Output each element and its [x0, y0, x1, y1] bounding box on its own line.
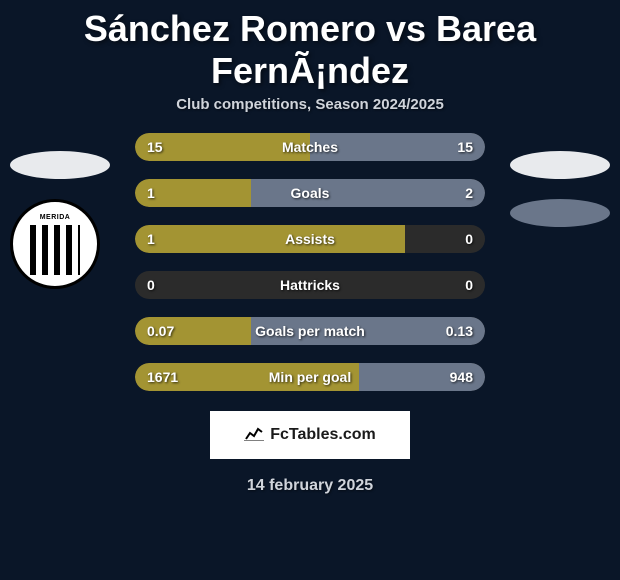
- stat-bar: 1515Matches: [135, 133, 485, 161]
- page-title: Sánchez Romero vs Barea FernÃ¡ndez: [0, 0, 620, 96]
- stat-label: Matches: [135, 139, 485, 155]
- right-player-oval-1: [510, 151, 610, 179]
- right-player-badges: [510, 151, 610, 251]
- stat-bars: 1515Matches 12Goals 10Assists 00Hattricks 0.…: [135, 133, 485, 391]
- stat-label: Assists: [135, 231, 485, 247]
- chart-icon: [244, 425, 264, 446]
- comparison-container: MERIDA 1515Matches 12Goals 10Assists 00Hatt…: [0, 133, 620, 391]
- date-label: 14 february 2025: [0, 477, 620, 495]
- stat-bar: 10Assists: [135, 225, 485, 253]
- stat-label: Goals: [135, 185, 485, 201]
- stat-bar: 1671948Min per goal: [135, 363, 485, 391]
- stat-label: Hattricks: [135, 277, 485, 293]
- stat-bar: 00Hattricks: [135, 271, 485, 299]
- left-player-badges: MERIDA: [10, 151, 110, 251]
- subtitle: Club competitions, Season 2024/2025: [0, 96, 620, 113]
- club-badge-stripes-icon: [30, 225, 80, 275]
- stat-label: Goals per match: [135, 323, 485, 339]
- stat-bar: 0.070.13Goals per match: [135, 317, 485, 345]
- stat-bar: 12Goals: [135, 179, 485, 207]
- club-badge-label: MERIDA: [40, 214, 71, 221]
- left-player-oval: [10, 151, 110, 179]
- right-player-oval-2: [510, 199, 610, 227]
- footer-brand-text: FcTables.com: [270, 426, 376, 444]
- footer-brand[interactable]: FcTables.com: [210, 411, 410, 459]
- left-club-badge: MERIDA: [10, 199, 100, 289]
- stat-label: Min per goal: [135, 369, 485, 385]
